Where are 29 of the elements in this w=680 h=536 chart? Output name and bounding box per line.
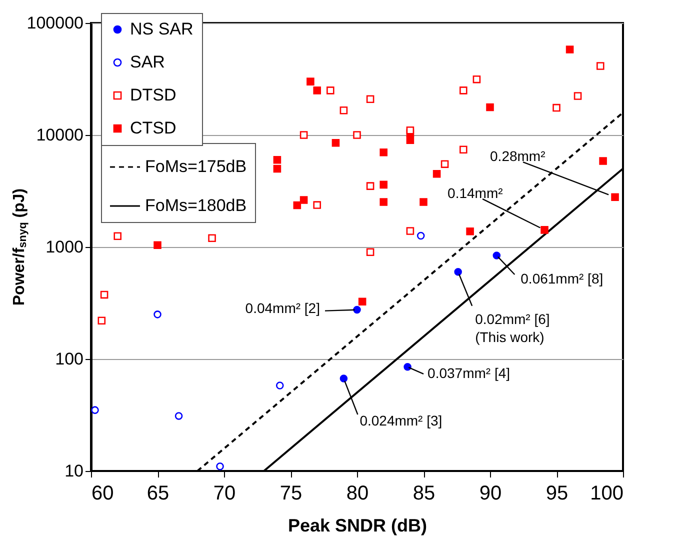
x-tick-label: 90 xyxy=(479,482,502,504)
annotation: 0.28mm² xyxy=(490,148,546,164)
y-tick-label: 100000 xyxy=(26,14,84,32)
x-tick-label: 70 xyxy=(213,482,236,504)
x-tick-label: 100 xyxy=(590,482,624,504)
y-tick-label: 10 xyxy=(64,462,84,480)
legend-label: FoMs=180dB xyxy=(145,196,247,215)
annotation: 0.024mm² [3] xyxy=(360,412,442,428)
x-tick-label: 85 xyxy=(412,482,436,504)
x-tick-label: 75 xyxy=(280,482,302,504)
legend-label: DTSD xyxy=(130,86,176,104)
annotation: 0.037mm² [4] xyxy=(428,364,510,381)
legend-label: CTSD xyxy=(130,118,176,138)
annotation: 0.04mm² [2] xyxy=(245,300,320,316)
annotation: 0.061mm² [8] xyxy=(520,270,604,286)
y-tick-label: 10000 xyxy=(36,126,84,144)
annotation: 0.02mm² [6] (This work) xyxy=(475,310,550,345)
y-tick-label: 1000 xyxy=(46,238,84,256)
x-axis-title: Peak SNDR (dB) xyxy=(288,516,428,536)
x-tick-label: 95 xyxy=(546,482,568,504)
legend-label: FoMs=175dB xyxy=(145,157,247,176)
x-tick-label: 80 xyxy=(346,482,369,504)
annotation: 0.14mm² xyxy=(448,184,504,201)
y-axis-title: Power/fsnyq (pJ) xyxy=(11,188,29,306)
legend-label: NS SAR xyxy=(130,20,194,38)
x-tick-label: 65 xyxy=(146,482,170,504)
x-tick-label: 60 xyxy=(92,482,114,504)
legend-label: SAR xyxy=(130,52,165,72)
y-tick-label: 100 xyxy=(55,350,84,368)
